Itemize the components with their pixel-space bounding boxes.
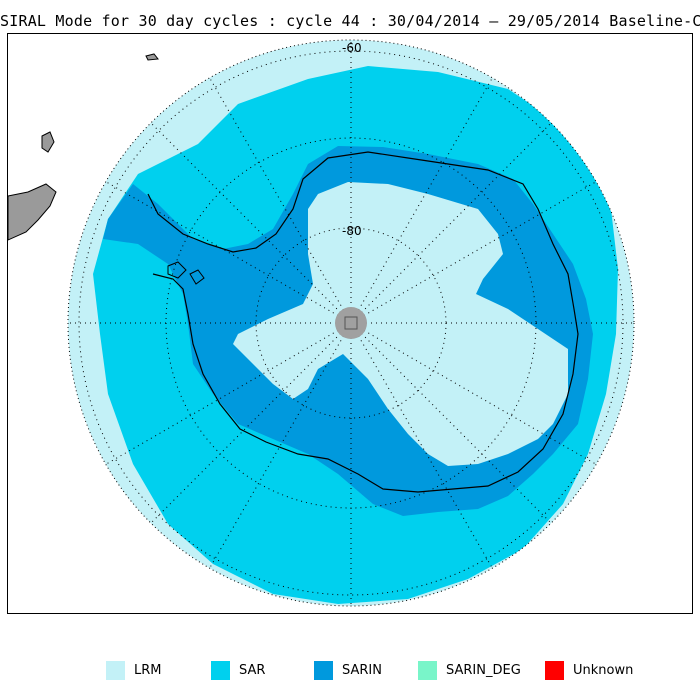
legend-swatch-lrm	[106, 660, 125, 680]
lat-label-60: -60	[342, 41, 362, 55]
pole-hole	[335, 307, 367, 339]
lat-label-80: -80	[342, 224, 362, 238]
legend: LRM SAR SARIN SARIN_DEG Unknown	[0, 656, 700, 686]
polar-map: -60 -80	[8, 39, 635, 607]
land-island-north	[145, 53, 159, 61]
legend-item-sar: SAR	[211, 660, 265, 680]
map-title: SIRAL Mode for 30 day cycles : cycle 44 …	[0, 12, 700, 30]
map-outline	[67, 39, 635, 607]
land-falklands	[41, 131, 55, 153]
legend-swatch-unknown	[545, 660, 564, 680]
legend-item-unknown: Unknown	[545, 660, 633, 680]
legend-label-lrm: LRM	[134, 662, 162, 678]
land-south-america	[8, 183, 57, 241]
legend-item-sarin-deg: SARIN_DEG	[418, 660, 521, 680]
peninsula-islands	[167, 261, 205, 285]
legend-swatch-sar	[211, 660, 230, 680]
legend-label-sar: SAR	[239, 662, 266, 678]
legend-label-unknown: Unknown	[573, 662, 634, 678]
pole-marker	[344, 316, 358, 330]
map-frame: -60 -80	[7, 33, 693, 614]
legend-item-lrm: LRM	[106, 660, 162, 680]
legend-item-sarin: SARIN	[314, 660, 382, 680]
longitude-grid	[68, 40, 634, 606]
legend-swatch-sarin	[314, 660, 333, 680]
legend-label-sarin: SARIN	[342, 662, 382, 678]
coastline	[147, 151, 579, 493]
legend-swatch-sarin-deg	[418, 660, 437, 680]
lrm-interior-zone	[233, 182, 568, 466]
legend-label-sarin-deg: SARIN_DEG	[446, 662, 521, 678]
